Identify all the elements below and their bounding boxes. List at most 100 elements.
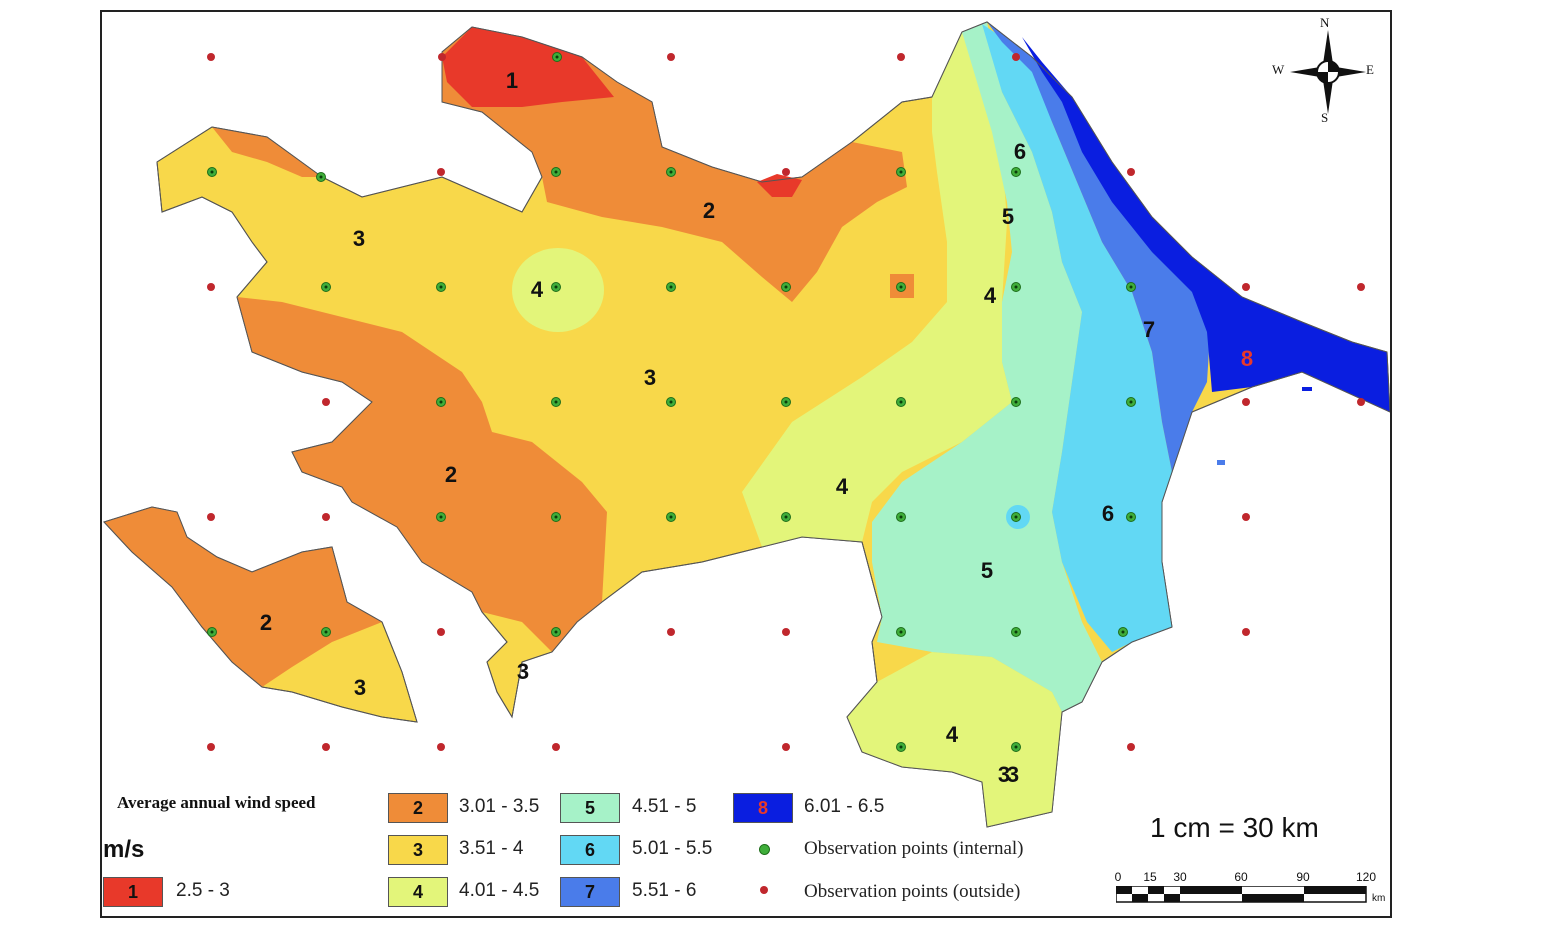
internal-observation-point-center (1129, 285, 1133, 289)
outside-observation-point (552, 743, 560, 751)
internal-observation-point-center (899, 630, 903, 634)
scale-tick-label: 0 (1114, 870, 1122, 884)
internal-observation-point-center (1014, 170, 1018, 174)
internal-observation-point-center (554, 630, 558, 634)
legend-range-class-7: 5.51 - 6 (632, 880, 697, 901)
internal-observation-point-center (1014, 285, 1018, 289)
zone-class-2-nakhchivan (104, 507, 382, 687)
legend-swatch-class-2: 2 (388, 793, 448, 823)
scale-unit: km (1372, 893, 1386, 904)
zones-class-7 (987, 22, 1212, 472)
compass-east-arrow (1336, 67, 1366, 77)
internal-observation-point-center (899, 515, 903, 519)
zone-label: 4 (984, 283, 997, 308)
zone-class-8-absheron (1022, 37, 1390, 412)
zone-label: 2 (260, 610, 272, 635)
scale-tick-label: 15 (1143, 870, 1157, 884)
zone-label: 3 (354, 675, 366, 700)
compass-north-arrow (1323, 30, 1333, 64)
internal-observation-point-center (554, 515, 558, 519)
outside-observation-point (322, 743, 330, 751)
island (1217, 460, 1225, 465)
internal-observation-point-center (1129, 515, 1133, 519)
internal-observation-point-center (324, 630, 328, 634)
internal-observation-point-center (324, 285, 328, 289)
outside-observation-point (1127, 168, 1135, 176)
zone-label: 4 (531, 277, 544, 302)
scale-ratio-text: 1 cm = 30 km (1150, 812, 1319, 843)
internal-observation-legend-label: Observation points (internal) (804, 838, 1024, 859)
outside-observation-point (207, 513, 215, 521)
internal-observation-point-center (899, 170, 903, 174)
outside-observation-point (1242, 283, 1250, 291)
compass-s-label: S (1321, 110, 1329, 125)
outside-observation-point (437, 168, 445, 176)
outside-observation-point (322, 398, 330, 406)
internal-observation-point-center (554, 170, 558, 174)
zone-label: 3 (1007, 762, 1019, 787)
zone-label: 6 (1014, 139, 1026, 164)
legend-swatch-class-3: 3 (388, 835, 448, 865)
compass-south-arrow (1323, 80, 1333, 114)
legend-swatch-class-1: 1 (103, 877, 163, 907)
internal-observation-point-center (899, 285, 903, 289)
scale-tick-label: 120 (1355, 870, 1377, 884)
outside-observation-point (782, 628, 790, 636)
outside-observation-point (207, 283, 215, 291)
compass-w-label: W (1272, 62, 1285, 77)
territory-outline (156, 21, 1390, 828)
outside-observation-point (437, 628, 445, 636)
internal-observation-point-center (899, 745, 903, 749)
zone-class-4-south (847, 652, 1062, 827)
zone-class-5-east (872, 22, 1102, 712)
legend-swatch-class-6: 6 (560, 835, 620, 865)
outside-observation-point (1012, 53, 1020, 61)
internal-observation-point-center (319, 175, 323, 179)
outside-observation-point (782, 168, 790, 176)
internal-observation-point-center (669, 515, 673, 519)
zone-label: 6 (1102, 501, 1114, 526)
zone-label: 4 (836, 474, 849, 499)
legend-title: Average annual wind speed (117, 793, 316, 812)
internal-observation-point-center (1014, 630, 1018, 634)
legend-range-class-5: 4.51 - 5 (632, 796, 697, 817)
legend-range-class-3: 3.51 - 4 (459, 838, 524, 859)
scale-tick-label: 30 (1173, 870, 1187, 884)
observation-points (207, 52, 1365, 752)
internal-observation-point-center (554, 285, 558, 289)
legend-range-class-1: 2.5 - 3 (176, 880, 230, 901)
scale-tick-label: 60 (1234, 870, 1248, 884)
compass-west-arrow (1290, 67, 1320, 77)
nakhchivan-outline (103, 506, 418, 723)
internal-observation-point-center (210, 630, 214, 634)
internal-observation-point-center (210, 170, 214, 174)
internal-observation-point-center (1014, 400, 1018, 404)
zone-label: 4 (946, 722, 959, 747)
outside-observation-point (1127, 743, 1135, 751)
zone-class-4-central (742, 22, 1012, 547)
zone-class-6-east (982, 24, 1172, 652)
outside-observation-point (1357, 398, 1365, 406)
compass-center-quadrants (1317, 61, 1339, 83)
outside-observation-point (437, 743, 445, 751)
outside-observation-point (1242, 398, 1250, 406)
zones-class-8 (1022, 37, 1390, 412)
compass-n-label: N (1320, 15, 1330, 30)
zone-class-2-southwest (237, 297, 607, 652)
outside-observation-point (207, 53, 215, 61)
internal-observation-point-center (784, 400, 788, 404)
zone-label: 1 (506, 68, 518, 93)
zone-class-2-west (212, 127, 322, 177)
internal-observation-point-center (784, 515, 788, 519)
internal-observation-point-center (1014, 515, 1018, 519)
compass-e-label: E (1366, 62, 1374, 77)
internal-observation-point-center (439, 515, 443, 519)
internal-observation-point-center (669, 285, 673, 289)
outside-observation-point (207, 743, 215, 751)
zone-class-1-north (442, 27, 614, 107)
internal-observation-point-center (555, 55, 559, 59)
legend-range-class-2: 3.01 - 3.5 (459, 796, 540, 817)
zone-label: 5 (981, 558, 993, 583)
outside-observation-legend-dot (760, 886, 768, 894)
